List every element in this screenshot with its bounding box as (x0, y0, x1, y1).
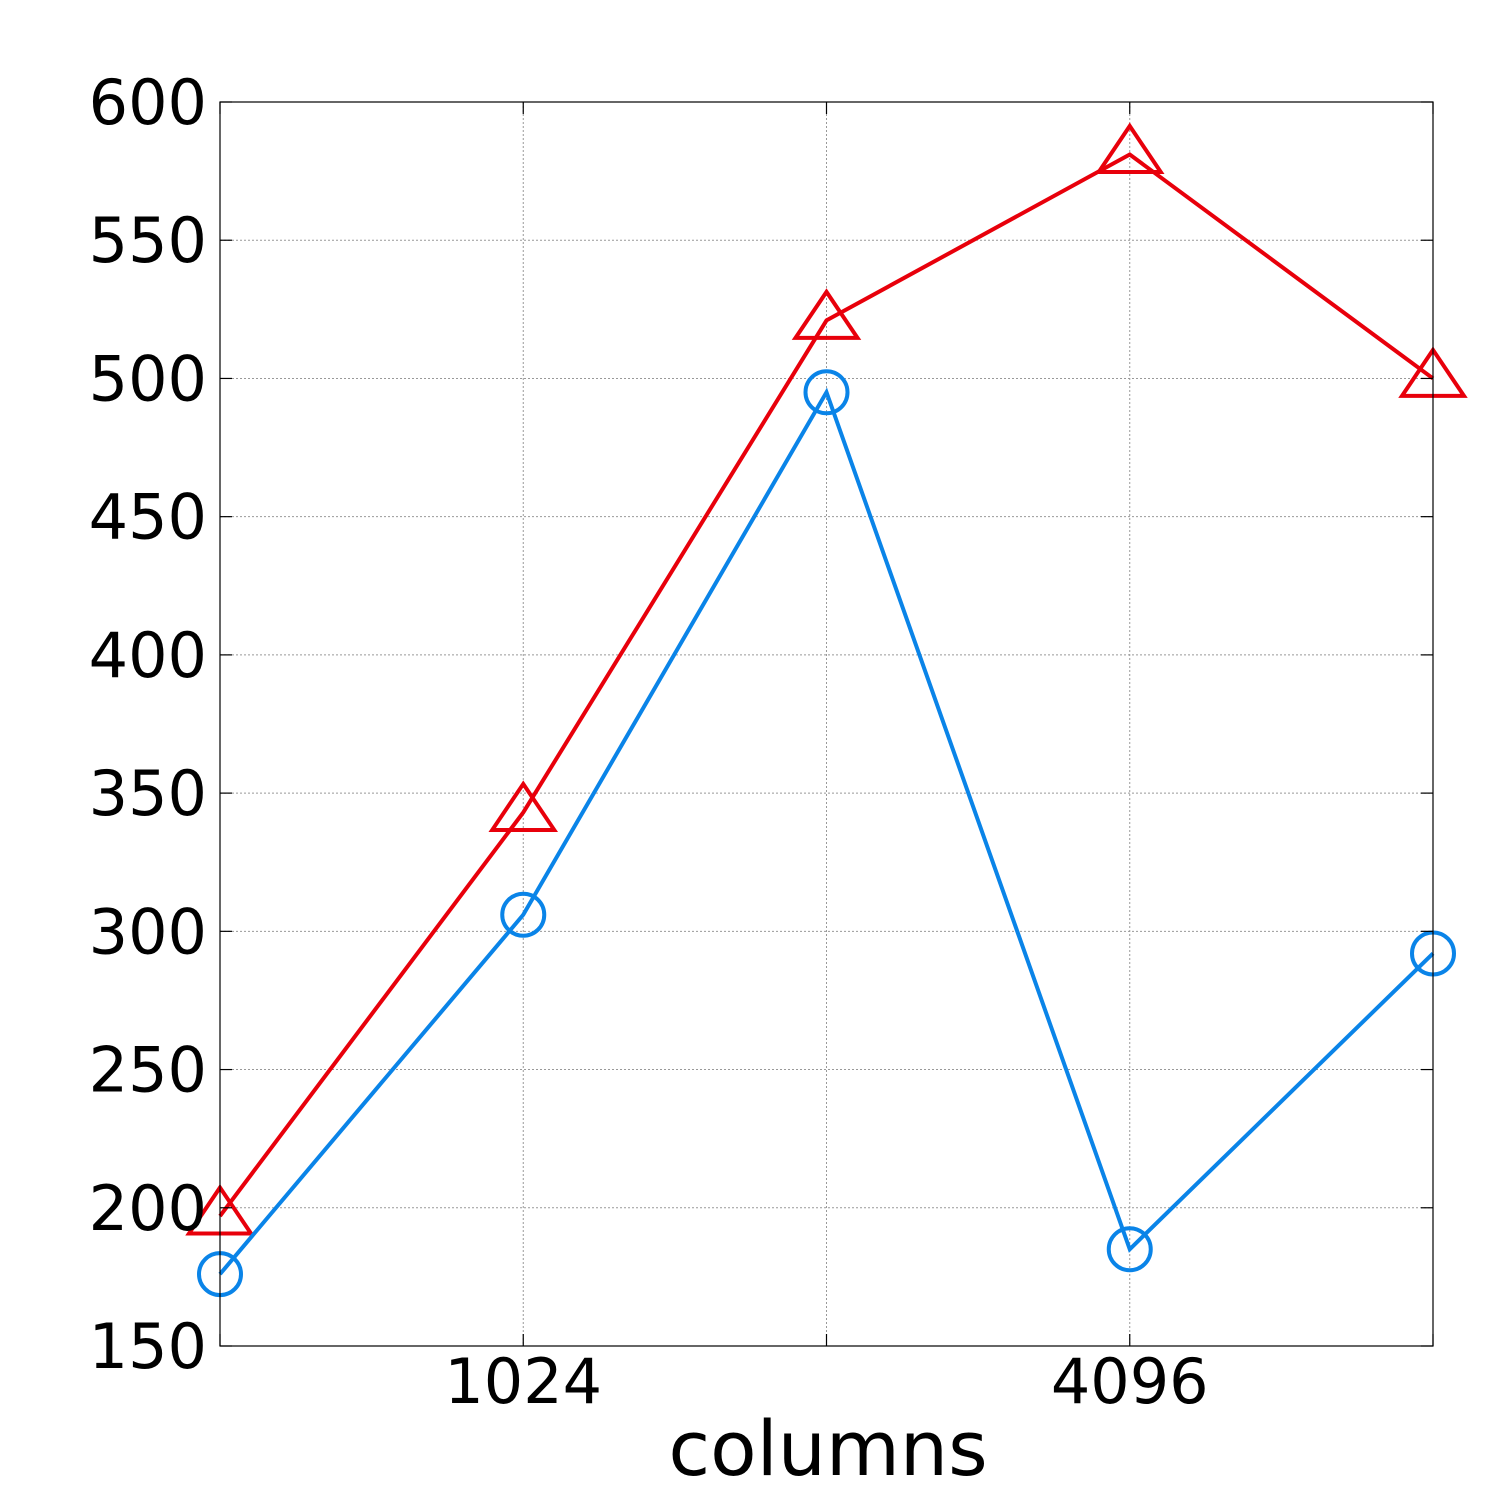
data-point-circle (1106, 1226, 1153, 1273)
y-tick-label: 300 (89, 895, 207, 968)
x-axis-title: columns (668, 1404, 987, 1493)
x-tick-label: 1024 (444, 1345, 602, 1418)
y-tick-labels: 150 200 250 300 350 400 450 500 550 600 (89, 66, 207, 1383)
y-tick-label: 500 (89, 342, 207, 415)
y-tick-label: 450 (89, 481, 207, 554)
data-point-triangle (488, 780, 559, 832)
series-circle (197, 369, 1456, 1298)
y-tick-label: 250 (89, 1034, 207, 1107)
series-line (218, 152, 1435, 1218)
data-point-circle (500, 891, 547, 938)
y-tick-label: 400 (89, 619, 207, 692)
series-line (218, 387, 1435, 1276)
y-tick-label: 550 (89, 204, 207, 277)
y-tick-label: 200 (89, 1172, 207, 1245)
y-tick-label: 600 (89, 66, 207, 139)
axis-ticks (219, 101, 1434, 1347)
data-point-circle (803, 369, 850, 416)
data-point-triangle (791, 288, 862, 340)
y-tick-label: 350 (89, 757, 207, 830)
x-tick-labels: 1024 4096 (444, 1345, 1208, 1418)
y-tick-label: 150 (89, 1310, 207, 1383)
data-point-triangle (1094, 122, 1165, 175)
x-tick-label: 4096 (1051, 1345, 1209, 1418)
